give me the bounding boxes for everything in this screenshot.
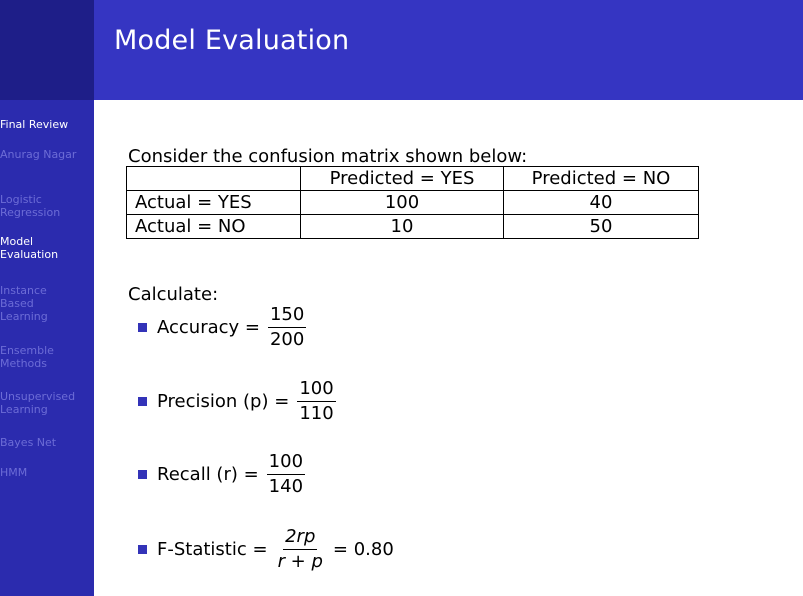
sidebar-item-author[interactable]: Anurag Nagar — [0, 148, 77, 161]
sidebar-item-unsupervised-learning[interactable]: Unsupervised Learning — [0, 390, 76, 416]
sidebar-item-logistic-regression[interactable]: Logistic Regression — [0, 193, 61, 219]
fraction-denominator: 200 — [269, 329, 305, 350]
recall-fraction: 100 140 — [266, 452, 306, 497]
accuracy-item: Accuracy = 150 200 — [138, 305, 307, 350]
table-row: Predicted = YES Predicted = NO — [126, 166, 699, 191]
fraction-denominator: r + p — [277, 551, 323, 572]
table-cell: 100 — [300, 190, 504, 215]
table-cell — [126, 166, 301, 191]
table-cell: 50 — [503, 214, 699, 239]
fstatistic-fraction: 2rp r + p — [276, 527, 325, 572]
fraction-denominator: 110 — [299, 403, 334, 424]
fraction-numerator: 2rp — [283, 527, 318, 550]
fraction-numerator: 100 — [266, 452, 306, 475]
sidebar: Final Review Anurag Nagar Logistic Regre… — [0, 0, 94, 596]
sidebar-item-bayes-net[interactable]: Bayes Net — [0, 436, 57, 449]
fstatistic-label: F-Statistic = — [157, 539, 268, 560]
fstatistic-result: = 0.80 — [332, 539, 394, 560]
table-cell: 40 — [503, 190, 699, 215]
fstatistic-item: F-Statistic = 2rp r + p = 0.80 — [138, 527, 394, 572]
confusion-matrix: Predicted = YES Predicted = NO Actual = … — [126, 166, 699, 239]
precision-fraction: 100 110 — [297, 379, 336, 424]
fraction-numerator: 100 — [297, 379, 336, 402]
page-title: Model Evaluation — [114, 25, 350, 56]
slide-header: Model Evaluation — [94, 0, 803, 100]
fraction-denominator: 140 — [268, 476, 304, 497]
sidebar-item-hmm[interactable]: HMM — [0, 466, 28, 479]
fraction-numerator: 150 — [267, 305, 307, 328]
intro-text: Consider the confusion matrix shown belo… — [128, 146, 528, 167]
table-header-cell: Predicted = YES — [300, 166, 504, 191]
sidebar-item-ensemble-methods[interactable]: Ensemble Methods — [0, 344, 54, 370]
sidebar-item-final-review[interactable]: Final Review — [0, 118, 69, 131]
precision-item: Precision (p) = 100 110 — [138, 379, 336, 424]
bullet-icon — [138, 470, 147, 479]
table-row-label: Actual = YES — [126, 190, 301, 215]
bullet-icon — [138, 323, 147, 332]
sidebar-item-instance-based-learning[interactable]: Instance Based Learning — [0, 284, 48, 323]
table-row: Actual = NO 10 50 — [126, 214, 699, 239]
sidebar-top — [0, 0, 94, 100]
table-header-cell: Predicted = NO — [503, 166, 699, 191]
sidebar-item-model-evaluation[interactable]: Model Evaluation — [0, 235, 59, 261]
accuracy-fraction: 150 200 — [267, 305, 307, 350]
calculate-label: Calculate: — [128, 284, 219, 305]
accuracy-label: Accuracy = — [157, 317, 260, 338]
bullet-icon — [138, 545, 147, 554]
table-cell: 10 — [300, 214, 504, 239]
bullet-icon — [138, 397, 147, 406]
recall-label: Recall (r) = — [157, 464, 259, 485]
table-row: Actual = YES 100 40 — [126, 190, 699, 215]
precision-label: Precision (p) = — [157, 391, 290, 412]
table-row-label: Actual = NO — [126, 214, 301, 239]
recall-item: Recall (r) = 100 140 — [138, 452, 306, 497]
